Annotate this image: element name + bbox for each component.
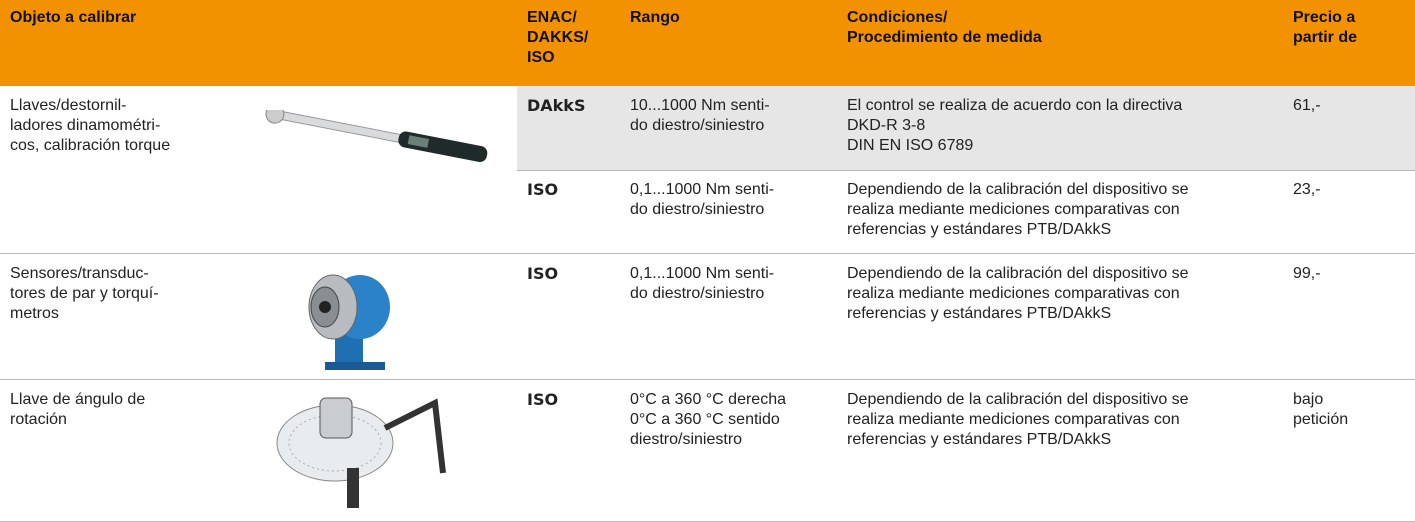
standard: ISO (527, 390, 559, 409)
header-cell: Objeto a calibrar (0, 0, 237, 86)
range: 0,1...1000 Nm senti- do diestro/siniestr… (630, 181, 775, 218)
header-cell: Precio a partir de (1283, 0, 1415, 86)
row-separator (517, 170, 1415, 171)
row-separator (0, 253, 1415, 254)
torque-wrench-image (265, 110, 488, 163)
torque-sensor-image (308, 274, 390, 370)
price: 99,- (1293, 265, 1321, 282)
standard: ISO (527, 180, 559, 199)
conditions: Dependiendo de la calibración del dispos… (847, 391, 1189, 448)
standard: DAkkS (517, 86, 620, 170)
price: 61,- (1283, 86, 1415, 170)
price: bajo petición (1293, 391, 1349, 428)
row-separator (0, 379, 1415, 380)
object-name: Llave de ángulo de rotación (10, 391, 146, 428)
object-name: Sensores/transduc- tores de par y torquí… (10, 265, 159, 322)
header-cell: Condiciones/ Procedimiento de medida (837, 0, 1283, 86)
range: 10...1000 Nm senti- do diestro/siniestro (620, 86, 837, 170)
conditions: El control se realiza de acuerdo con la … (837, 86, 1283, 170)
range: 0,1...1000 Nm senti- do diestro/siniestr… (630, 265, 775, 302)
range: 0°C a 360 °C derecha 0°C a 360 °C sentid… (630, 391, 786, 448)
header-cell: ENAC/ DAKKS/ ISO (517, 0, 620, 86)
standard: ISO (527, 264, 559, 283)
price: 23,- (1293, 181, 1321, 198)
angle-gauge-image (276, 397, 446, 508)
conditions: Dependiendo de la calibración del dispos… (847, 265, 1189, 322)
header-blank (237, 0, 517, 86)
conditions: Dependiendo de la calibración del dispos… (847, 181, 1189, 238)
header-cell: Rango (620, 0, 837, 86)
object-name: Llaves/destornil- ladores dinamométri- c… (10, 97, 171, 154)
